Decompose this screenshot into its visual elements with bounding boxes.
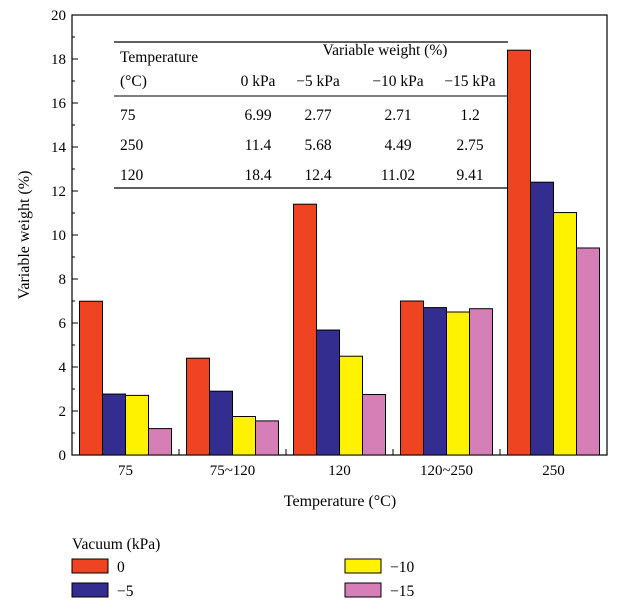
bar xyxy=(530,181,554,456)
bar xyxy=(553,212,577,456)
x-tick-label: 120~250 xyxy=(420,463,473,479)
x-tick-label: 120 xyxy=(328,463,351,479)
bar xyxy=(209,390,233,456)
y-tick-label: 4 xyxy=(59,360,67,376)
legend-swatch xyxy=(344,558,382,574)
y-tick-label: 12 xyxy=(51,184,66,200)
legend-label: −5 xyxy=(117,583,134,600)
bar xyxy=(469,308,493,456)
bar xyxy=(186,357,210,456)
y-tick-label: 18 xyxy=(51,52,66,68)
table-cell: 120 xyxy=(120,167,144,184)
legend: Vacuum (kPa) 0 −5 −10 −15 xyxy=(71,536,414,600)
bar xyxy=(576,247,600,456)
bar xyxy=(255,420,279,456)
y-tick-label: 14 xyxy=(51,140,67,156)
table-cell: 4.49 xyxy=(384,137,411,154)
x-tick-label: 75 xyxy=(118,463,133,479)
bar xyxy=(79,300,103,456)
legend-title: Vacuum (kPa) xyxy=(72,536,160,553)
table-cell: 9.41 xyxy=(456,167,483,184)
x-axis: 75 75~120 120 120~250 250 xyxy=(118,449,565,479)
table-cell: 250 xyxy=(120,137,144,154)
bar xyxy=(423,307,447,456)
legend-swatch xyxy=(344,582,382,598)
y-tick-label: 6 xyxy=(59,316,67,332)
legend-label: 0 xyxy=(117,559,125,576)
inset-table: Temperature (°C) Variable weight (%) 0 k… xyxy=(114,41,508,189)
legend-label: −15 xyxy=(390,583,414,600)
table-cell: 75 xyxy=(120,107,136,124)
bar xyxy=(446,311,470,456)
x-tick-label: 75~120 xyxy=(210,463,256,479)
table-cell: 18.4 xyxy=(244,167,271,184)
table-subheader: −5 kPa xyxy=(296,73,340,90)
bar xyxy=(316,329,340,456)
table-cell: 12.4 xyxy=(304,167,331,184)
table-header-temperature: Temperature xyxy=(120,49,198,66)
bar xyxy=(125,394,149,456)
table-header-temperature-unit: (°C) xyxy=(120,73,147,90)
table-subheader: −15 kPa xyxy=(444,73,495,90)
y-tick-label: 2 xyxy=(59,404,67,420)
legend-label: −10 xyxy=(390,559,414,576)
y-tick-label: 16 xyxy=(51,96,67,112)
table-cell: 2.75 xyxy=(456,137,483,154)
table-header-variable-weight: Variable weight (%) xyxy=(323,42,448,59)
legend-swatch xyxy=(71,558,109,574)
x-tick-label: 250 xyxy=(542,463,565,479)
bar xyxy=(339,355,363,456)
table-subheader: 0 kPa xyxy=(241,73,276,90)
table-subheaders: 0 kPa −5 kPa −10 kPa −15 kPa xyxy=(241,73,496,90)
bars-group xyxy=(79,49,600,456)
table-cell: 5.68 xyxy=(304,137,331,154)
x-axis-label: Temperature (°C) xyxy=(284,493,396,510)
bar xyxy=(232,416,256,456)
y-tick-label: 10 xyxy=(51,228,66,244)
table-cell: 11.4 xyxy=(245,137,272,154)
bar xyxy=(148,428,172,456)
y-tick-label: 0 xyxy=(59,448,67,464)
table-cell: 2.71 xyxy=(384,107,411,124)
table-cell: 2.77 xyxy=(304,107,331,124)
table-rows: 75 6.99 2.77 2.71 1.2 250 11.4 5.68 4.49 2.75 120 1… xyxy=(120,107,484,184)
bar xyxy=(102,393,126,456)
table-cell: 11.02 xyxy=(381,167,415,184)
y-tick-label: 8 xyxy=(59,272,67,288)
bar xyxy=(362,394,386,456)
y-axis-label: Variable weight (%) xyxy=(16,171,33,300)
table-subheader: −10 kPa xyxy=(372,73,423,90)
y-tick-label: 20 xyxy=(51,8,66,24)
bar xyxy=(293,203,317,456)
legend-swatch xyxy=(71,582,109,598)
y-axis: 0 2 4 6 8 10 12 14 16 18 20 xyxy=(51,8,78,464)
bar xyxy=(507,49,531,456)
table-cell: 1.2 xyxy=(460,107,479,124)
bar xyxy=(400,300,424,456)
table-cell: 6.99 xyxy=(244,107,271,124)
